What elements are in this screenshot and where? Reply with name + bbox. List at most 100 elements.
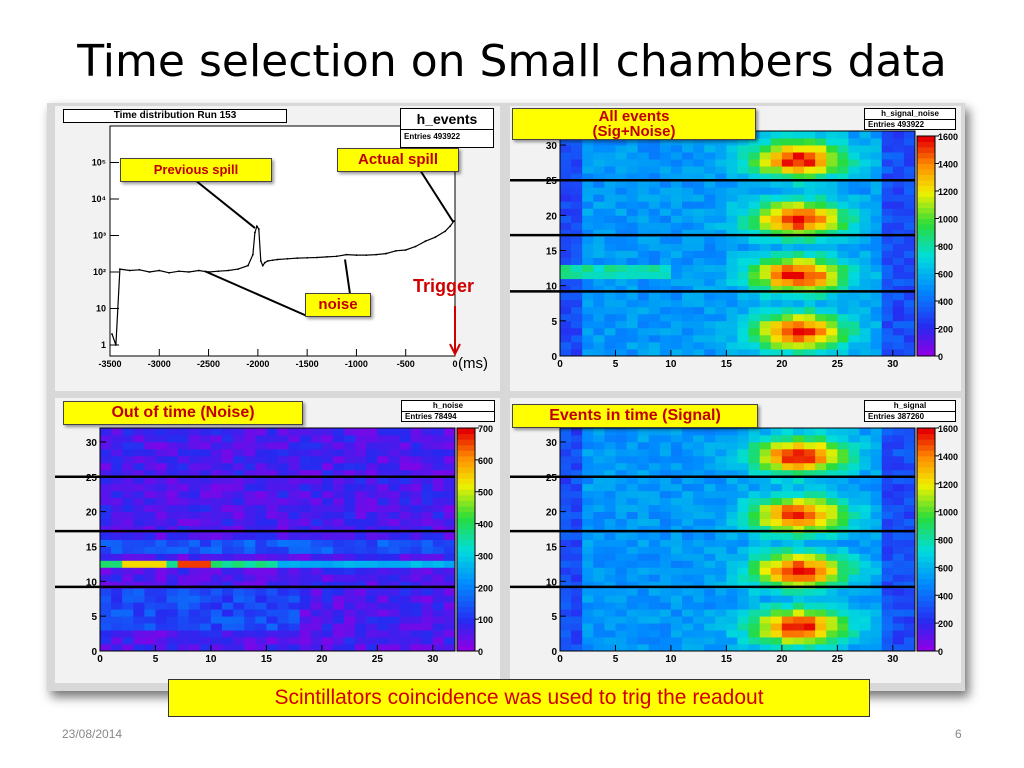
heatmap-cell — [443, 574, 456, 582]
heatmap-cell — [892, 187, 905, 195]
heatmap-cell — [848, 504, 860, 513]
heatmap-cell — [815, 434, 827, 443]
heatmap-cell — [770, 616, 783, 624]
heatmap-cell — [759, 525, 772, 533]
heatmap-cell — [659, 490, 672, 499]
heatmap-cell — [582, 145, 594, 153]
heatmap-cell — [859, 250, 872, 258]
heatmap-cell — [737, 236, 749, 244]
heatmap-cell — [848, 152, 860, 160]
heatmap-cell — [726, 278, 738, 287]
heatmap-cell — [410, 560, 423, 568]
heatmap-cell — [144, 637, 156, 645]
heatmap-cell — [737, 504, 749, 513]
heatmap-cell — [848, 271, 860, 280]
heatmap-cell — [111, 434, 123, 443]
heatmap-cell — [770, 320, 783, 329]
x-tick-label: -3500 — [98, 359, 121, 369]
heatmap-cell — [377, 455, 389, 464]
stat-name: h_events — [401, 109, 493, 130]
heatmap-cell — [122, 518, 134, 526]
heatmap-cell — [332, 546, 345, 554]
heatmap-cell — [571, 637, 583, 645]
heatmap-cell — [682, 201, 694, 209]
heatmap-cell — [848, 292, 860, 301]
heatmap-cell — [748, 483, 761, 492]
heatmap-cell — [593, 243, 605, 251]
heatmap-cell — [837, 434, 849, 443]
heatmap-cell — [615, 292, 627, 301]
heatmap-cell — [637, 201, 650, 209]
heatmap-cell — [781, 194, 794, 202]
data-point — [138, 268, 141, 271]
heatmap-cell — [748, 532, 761, 540]
heatmap-cell — [582, 476, 594, 485]
heatmap-cell — [593, 448, 605, 457]
heatmap-cell — [604, 539, 616, 547]
heatmap-cell — [670, 159, 683, 167]
heatmap-cell — [571, 553, 583, 561]
heatmap-cell — [804, 525, 816, 533]
heatmap-cell — [571, 313, 583, 322]
heatmap-cell — [792, 434, 805, 443]
heatmap-cell — [693, 644, 705, 652]
heatmap-cell — [321, 539, 334, 547]
heatmap-cell — [560, 201, 572, 209]
heatmap-cell — [715, 630, 727, 638]
heatmap-cell — [388, 455, 400, 464]
heatmap-cell — [837, 560, 849, 568]
heatmap-cell — [122, 644, 134, 652]
heatmap-cell — [792, 201, 805, 209]
heatmap-cell — [693, 320, 705, 329]
heatmap-cell — [848, 250, 860, 258]
heatmap-cell — [648, 313, 661, 322]
heatmap-cell — [781, 630, 794, 638]
y-tick-label: 10 — [86, 577, 98, 588]
heatmap-cell — [892, 483, 905, 492]
heatmap-cell — [848, 299, 860, 308]
heatmap-cell — [804, 609, 816, 617]
heatmap-cell — [310, 623, 323, 631]
heatmap-cell — [903, 180, 916, 188]
heatmap-cell — [443, 511, 456, 519]
heatmap-cell — [410, 428, 423, 436]
heatmap-cell — [648, 138, 661, 146]
heatmap-cell — [837, 159, 849, 167]
heatmap-cell — [748, 271, 761, 280]
heatmap-cell — [881, 553, 894, 561]
heatmap-cell — [859, 483, 872, 492]
heatmap-cell — [144, 497, 156, 506]
heatmap-cell — [222, 462, 234, 471]
heatmap-cell — [615, 264, 627, 273]
heatmap-cell — [255, 602, 267, 610]
heatmap-cell — [792, 448, 805, 457]
heatmap-cell — [870, 257, 883, 265]
heatmap-cell — [604, 201, 616, 209]
heatmap-cell — [355, 483, 367, 492]
heatmap-cell — [277, 434, 289, 443]
heatmap-cell — [593, 215, 605, 223]
heatmap-cell — [892, 532, 905, 540]
heatmap-cell — [443, 462, 456, 471]
heatmap-cell — [715, 292, 727, 301]
heatmap-cell — [321, 637, 334, 645]
data-point — [335, 255, 338, 258]
heatmap-cell — [637, 215, 650, 223]
plot-frame — [99, 427, 456, 652]
data-point — [227, 269, 230, 272]
heatmap-cell — [593, 327, 605, 336]
heatmap-cell — [560, 334, 572, 343]
data-point — [434, 236, 437, 239]
data-point — [325, 255, 328, 258]
heatmap-cell — [366, 616, 378, 624]
heatmap-cell — [715, 448, 727, 457]
heatmap-cell — [848, 644, 860, 652]
heatmap-cell — [604, 327, 616, 336]
heatmap-cell — [166, 441, 179, 450]
heatmap-cell — [399, 504, 412, 513]
heatmap-cell — [560, 236, 572, 244]
heatmap-cell — [826, 637, 838, 645]
data-point — [252, 253, 254, 256]
heatmap-cell — [122, 448, 134, 457]
heatmap-cell — [199, 469, 212, 478]
